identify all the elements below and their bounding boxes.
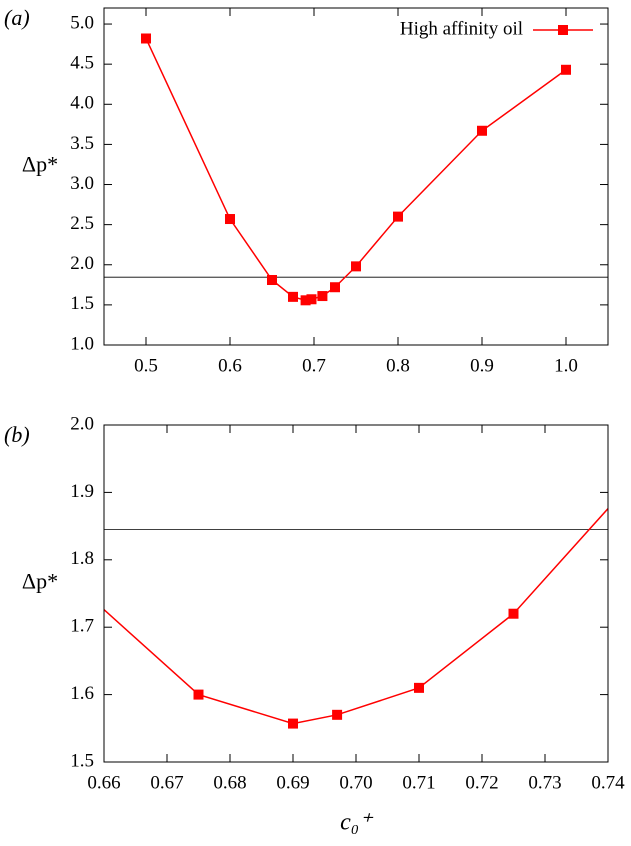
x-tick-label: 0.70 — [339, 772, 372, 793]
marker — [306, 294, 317, 305]
y-tick-label: 4.0 — [70, 93, 94, 114]
marker — [508, 608, 519, 619]
y-tick-label: 1.0 — [70, 333, 94, 354]
x-tick-label: 0.74 — [591, 772, 625, 793]
plot-area — [141, 33, 571, 306]
marker — [330, 282, 340, 293]
y-tick-label: 5.0 — [70, 12, 94, 33]
marker — [300, 295, 311, 306]
marker — [225, 214, 235, 225]
y-tick-label: 1.7 — [70, 616, 94, 637]
series-line — [104, 507, 608, 725]
y-tick-label: 1.6 — [70, 683, 94, 704]
legend-label: High affinity oil — [400, 18, 523, 39]
y-axis-label: Δp* — [22, 569, 58, 594]
y-tick-label: 3.0 — [70, 173, 94, 194]
x-tick-label: 0.71 — [402, 772, 435, 793]
y-tick-label: 2.0 — [70, 413, 94, 434]
x-tick-label: 0.73 — [528, 772, 561, 793]
marker — [332, 709, 343, 720]
legend-marker — [558, 25, 568, 35]
x-tick-label: 0.66 — [87, 772, 120, 793]
x-tick-label: 1.0 — [554, 355, 578, 376]
y-tick-label: 1.8 — [70, 548, 94, 569]
marker — [414, 682, 424, 693]
marker — [193, 689, 204, 700]
marker — [36, 548, 46, 558]
x-tick-label: 0.69 — [276, 772, 309, 793]
marker — [561, 64, 571, 75]
y-tick-label: 1.5 — [70, 293, 94, 314]
axes-frame — [103, 424, 609, 763]
y-axis-label: Δp* — [22, 152, 58, 177]
x-axis-label: c₀⁺ — [340, 810, 374, 836]
marker — [288, 718, 298, 729]
x-tick-label: 0.67 — [150, 772, 183, 793]
y-tick-label: 1.5 — [70, 750, 94, 771]
y-tick-label: 2.5 — [70, 213, 94, 234]
panel-label: (b) — [4, 422, 30, 447]
panel-label: (a) — [4, 5, 30, 30]
y-tick-label: 3.5 — [70, 133, 94, 154]
marker — [267, 275, 277, 286]
series-line — [145, 38, 567, 302]
y-tick-label: 1.9 — [70, 481, 94, 502]
x-tick-label: 0.8 — [386, 355, 410, 376]
plot-area — [36, 507, 608, 729]
y-tick-label: 2.0 — [70, 253, 94, 274]
marker — [393, 211, 403, 222]
y-tick-label: 4.5 — [70, 53, 94, 74]
marker — [317, 291, 328, 302]
marker — [477, 125, 487, 136]
marker — [288, 291, 298, 302]
x-tick-label: 0.6 — [218, 355, 242, 376]
x-tick-label: 0.72 — [465, 772, 498, 793]
marker — [351, 261, 361, 272]
x-tick-label: 0.9 — [470, 355, 494, 376]
marker — [141, 33, 151, 44]
x-tick-label: 0.5 — [134, 355, 158, 376]
axes-frame — [103, 7, 609, 346]
x-tick-label: 0.7 — [302, 355, 326, 376]
x-tick-label: 0.68 — [213, 772, 246, 793]
